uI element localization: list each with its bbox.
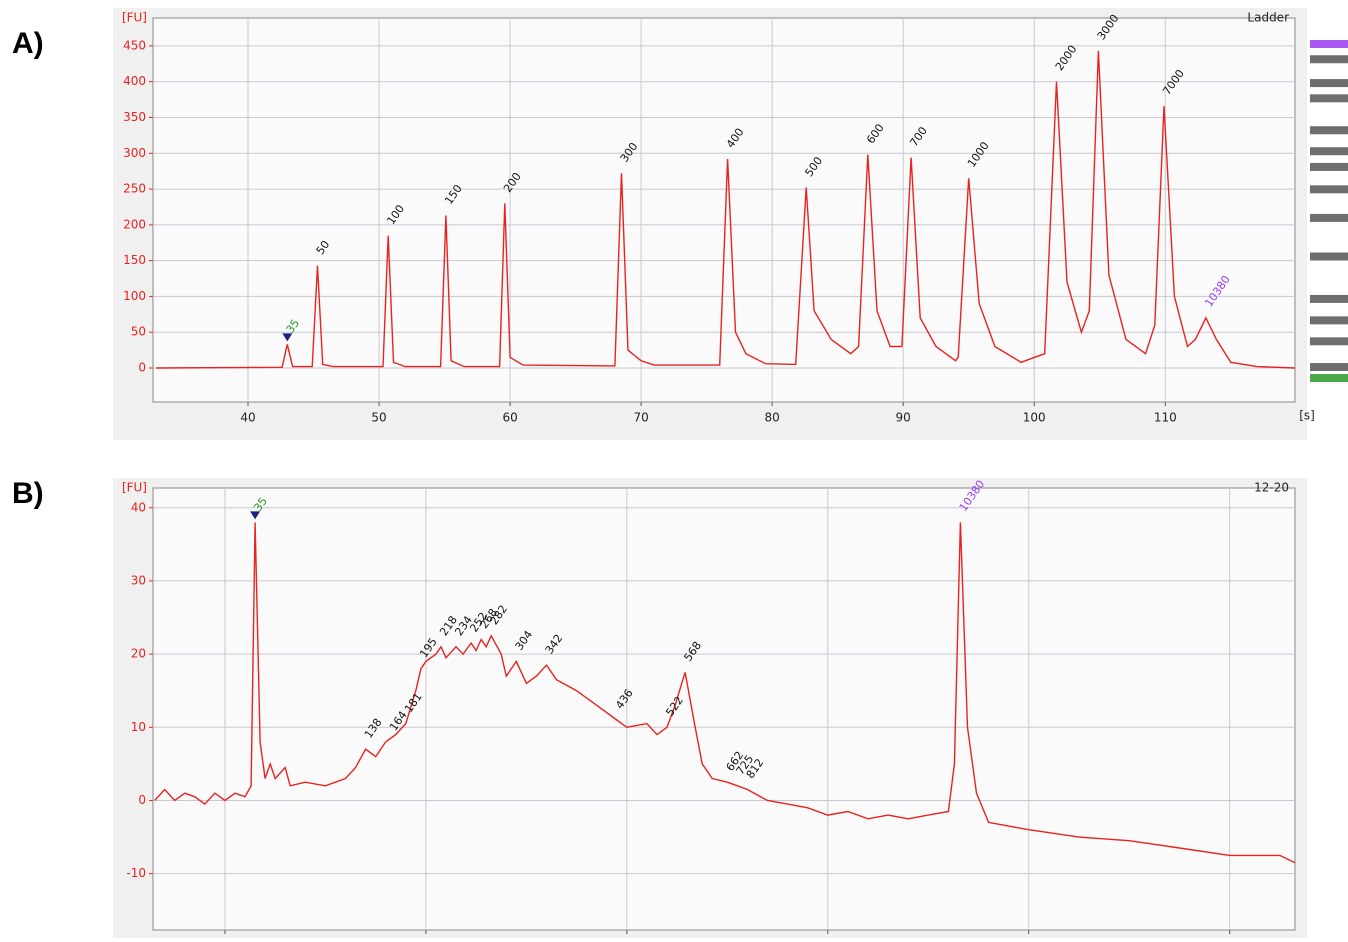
gel-band <box>1310 79 1348 87</box>
x-tick-label: 100 <box>1023 411 1046 425</box>
y-unit: [FU] <box>122 11 147 25</box>
panel-label: A) <box>12 27 44 60</box>
y-tick-label: 300 <box>123 146 146 160</box>
x-tick-label: 90 <box>896 411 911 425</box>
y-tick-label: -10 <box>126 866 146 880</box>
gel-band <box>1310 316 1348 324</box>
y-tick-label: 150 <box>123 253 146 267</box>
plot-area <box>153 488 1295 930</box>
x-tick-label: 70 <box>633 411 648 425</box>
y-tick-label: 250 <box>123 182 146 196</box>
y-tick-label: 400 <box>123 74 146 88</box>
gel-band <box>1310 253 1348 261</box>
y-tick-label: 50 <box>131 325 146 339</box>
gel-band <box>1310 126 1348 134</box>
gel-band <box>1310 94 1348 102</box>
y-unit: [FU] <box>122 481 147 495</box>
y-tick-label: 20 <box>131 647 146 661</box>
gel-band <box>1310 40 1348 48</box>
gel-band <box>1310 295 1348 303</box>
y-tick-label: 450 <box>123 38 146 52</box>
y-tick-label: 350 <box>123 110 146 124</box>
gel-band <box>1310 374 1348 382</box>
gel-band <box>1310 55 1348 63</box>
y-tick-label: 0 <box>138 361 146 375</box>
y-tick-label: 30 <box>131 573 146 587</box>
plot-area <box>153 18 1295 402</box>
gel-band <box>1310 163 1348 171</box>
y-tick-label: 40 <box>131 500 146 514</box>
gel-lane <box>1310 44 1348 378</box>
y-tick-label: 100 <box>123 289 146 303</box>
x-unit: [s] <box>1299 409 1315 423</box>
gel-band <box>1310 337 1348 345</box>
panel-label: B) <box>12 477 44 510</box>
x-tick-label: 60 <box>502 411 517 425</box>
figure: A)Ladder[FU][s]0501001502002503003504004… <box>0 0 1348 938</box>
page: A)Ladder[FU][s]0501001502002503003504004… <box>0 0 1348 942</box>
gel-band <box>1310 185 1348 193</box>
y-tick-label: 10 <box>131 720 146 734</box>
y-tick-label: 0 <box>138 793 146 807</box>
gel-band <box>1310 363 1348 371</box>
chart-title: Ladder <box>1247 11 1289 25</box>
x-tick-label: 50 <box>371 411 386 425</box>
x-tick-label: 80 <box>765 411 780 425</box>
gel-band <box>1310 147 1348 155</box>
x-tick-label: 110 <box>1154 411 1177 425</box>
y-tick-label: 200 <box>123 217 146 231</box>
gel-band <box>1310 214 1348 222</box>
x-tick-label: 40 <box>240 411 255 425</box>
chart-title: 12-20 <box>1254 481 1289 495</box>
